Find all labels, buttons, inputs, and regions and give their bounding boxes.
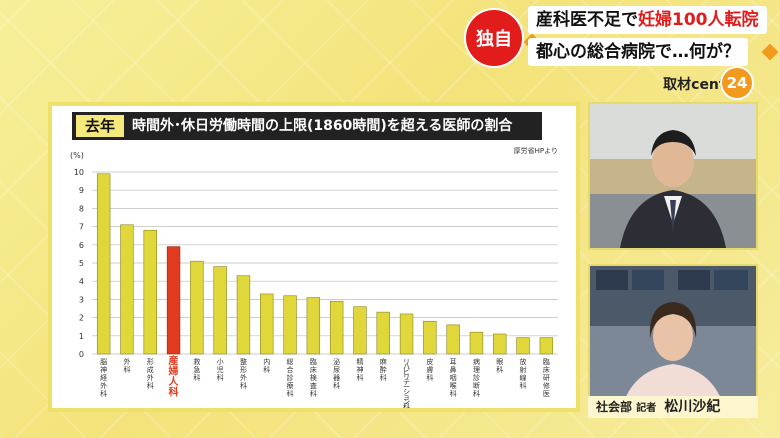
- bar: [283, 295, 297, 355]
- bar: [306, 297, 321, 355]
- chart-title-bar: 去年 時間外･休日労働時間の上限(1860時間)を超える医師の割合: [72, 112, 542, 140]
- bar: [399, 313, 414, 355]
- reporter-role: 記者: [636, 403, 657, 414]
- reporter-name: 松川沙紀: [664, 399, 721, 415]
- program-logo: 24: [722, 68, 752, 98]
- anchor-video: [588, 102, 758, 250]
- bar: [539, 337, 554, 355]
- bar: [143, 229, 157, 355]
- bar: [493, 333, 507, 355]
- y-tick-label: 3: [79, 295, 84, 304]
- bar: [423, 320, 437, 355]
- diamond-decoration-icon: [761, 43, 779, 61]
- chart-panel: 去年 時間外･休日労働時間の上限(1860時間)を超える医師の割合 厚労省HPよ…: [48, 102, 580, 412]
- x-tick-label: 臨床検査科: [310, 357, 317, 398]
- chart-title: 時間外･休日労働時間の上限(1860時間)を超える医師の割合: [132, 118, 513, 134]
- x-tick-label: 小児科: [217, 357, 224, 382]
- bar: [190, 260, 204, 355]
- headline-banner: 独自 産科医不足で妊婦100人転院 都心の総合病院で…何が？: [416, 0, 780, 70]
- bar-chart: (%) 0 1 2 3 4 5 6 7 8 9 10 脳神経外科 外科 形成外科 産婦人科 救急科 小児科 整形外科…: [70, 151, 558, 408]
- x-tick-label: 泌尿器科: [333, 357, 340, 390]
- x-tick-label: 外科: [123, 357, 130, 374]
- bar: [469, 331, 484, 355]
- x-tick-label: 皮膚科: [426, 357, 433, 382]
- bar: [516, 337, 530, 355]
- bar: [446, 324, 460, 355]
- y-tick-label: 5: [79, 259, 84, 268]
- bar: [329, 300, 344, 355]
- x-tick-label: 形成外科: [147, 358, 154, 390]
- x-tick-label: 臨床研修医: [543, 357, 550, 398]
- headline-text: 産科医不足で: [536, 10, 638, 30]
- x-tick-label: 脳神経外科: [100, 357, 107, 398]
- bar: [166, 246, 181, 355]
- x-tick-label: リハビリテーション科: [403, 358, 410, 408]
- source-note: 厚労省HPより: [513, 147, 558, 155]
- year-tag: 去年: [76, 115, 124, 137]
- reporter-caption: 社会部 記者 松川沙紀: [588, 396, 758, 418]
- y-tick-label: 8: [79, 204, 84, 213]
- y-tick-label: 7: [79, 223, 84, 232]
- bar: [353, 306, 367, 355]
- exclusive-badge: 独自: [466, 10, 522, 66]
- y-tick-label: 1: [79, 332, 84, 341]
- bar: [213, 266, 227, 355]
- x-tick-label: 麻酔科: [380, 357, 387, 382]
- x-tick-label: 眼科: [496, 358, 503, 374]
- y-tick-label: 4: [79, 277, 84, 286]
- bar: [96, 173, 111, 355]
- y-tick-label: 9: [79, 186, 84, 195]
- reporter-image: [590, 266, 756, 414]
- x-tick-label: 産婦人科: [168, 354, 180, 399]
- y-tick-label: 2: [79, 314, 84, 323]
- x-tick-label: 救急科: [193, 357, 200, 382]
- bar: [236, 275, 251, 355]
- y-tick-label: 10: [74, 168, 84, 177]
- y-tick-label: 6: [79, 241, 84, 250]
- y-axis-label: (%): [70, 151, 84, 160]
- x-tick-label: 耳鼻咽喉科: [450, 358, 457, 398]
- headline-line-1: 産科医不足で妊婦100人転院: [528, 6, 767, 34]
- bar: [260, 293, 274, 355]
- x-tick-label: 病理診断科: [473, 357, 480, 398]
- x-tick-label: 放射線科: [520, 357, 527, 390]
- x-tick-label: 精神科: [356, 357, 363, 382]
- x-tick-label: 整形外科: [240, 357, 247, 390]
- reporter-video: [588, 264, 758, 416]
- anchor-image: [590, 104, 756, 248]
- headline-highlight: 妊婦100人転院: [638, 10, 759, 30]
- bar: [120, 224, 134, 355]
- headline-line-2: 都心の総合病院で…何が？: [528, 38, 748, 66]
- reporter-dept: 社会部: [596, 400, 633, 414]
- y-tick-label: 0: [79, 350, 84, 359]
- x-tick-label: 内科: [263, 357, 270, 374]
- x-tick-label: 総合診療科: [287, 357, 294, 398]
- bar: [376, 311, 390, 355]
